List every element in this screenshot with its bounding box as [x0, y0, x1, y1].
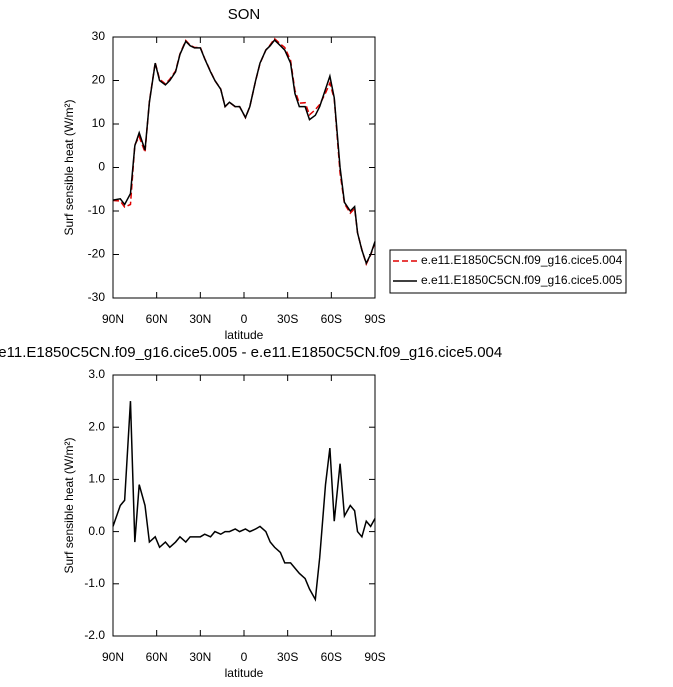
chart-title: e.e11.E1850C5CN.f09_g16.cice5.005 - e.e1…	[0, 344, 502, 361]
y-tick-label: -20	[88, 247, 106, 261]
x-tick-label: 90N	[102, 650, 124, 664]
y-tick-label: -30	[88, 290, 106, 304]
y-tick-label: -10	[88, 203, 106, 217]
y-tick-label: -2.0	[84, 628, 105, 642]
legend-label: e.e11.E1850C5CN.f09_g16.cice5.005	[421, 273, 623, 287]
data-line	[112, 401, 376, 602]
x-tick-label: 60S	[321, 650, 342, 664]
x-tick-label: 60N	[146, 312, 168, 326]
y-tick-label: 10	[92, 116, 106, 130]
y-tick-label: 30	[92, 29, 106, 43]
x-tick-label: 0	[241, 650, 248, 664]
y-tick-label: 2.0	[88, 419, 105, 433]
x-axis-label: latitude	[225, 328, 264, 342]
x-tick-label: 60N	[146, 650, 168, 664]
y-tick-label: -1.0	[84, 576, 105, 590]
y-tick-label: 1.0	[88, 472, 105, 486]
legend-label: e.e11.E1850C5CN.f09_g16.cice5.004	[421, 253, 623, 267]
x-tick-label: 30N	[189, 650, 211, 664]
x-axis-label: latitude	[225, 666, 264, 680]
plot-frame	[112, 36, 376, 299]
x-tick-label: 90S	[364, 312, 385, 326]
y-tick-label: 0.0	[88, 524, 105, 538]
data-line	[112, 37, 376, 267]
plot-frame	[112, 374, 376, 637]
y-tick-label: 3.0	[88, 367, 105, 381]
x-tick-label: 30S	[277, 650, 298, 664]
x-tick-label: 30S	[277, 312, 298, 326]
x-tick-label: 30N	[189, 312, 211, 326]
x-tick-label: 0	[241, 312, 248, 326]
x-tick-label: 90N	[102, 312, 124, 326]
x-tick-label: 60S	[321, 312, 342, 326]
y-axis-label: Surf sensible heat (W/m²)	[62, 99, 76, 235]
legend-box	[389, 249, 627, 294]
chart-title: SON	[228, 6, 261, 23]
y-tick-label: 0	[98, 160, 105, 174]
y-axis-label: Surf sensible heat (W/m²)	[62, 437, 76, 573]
y-tick-label: 20	[92, 73, 106, 87]
data-line	[112, 38, 376, 266]
x-tick-label: 90S	[364, 650, 385, 664]
